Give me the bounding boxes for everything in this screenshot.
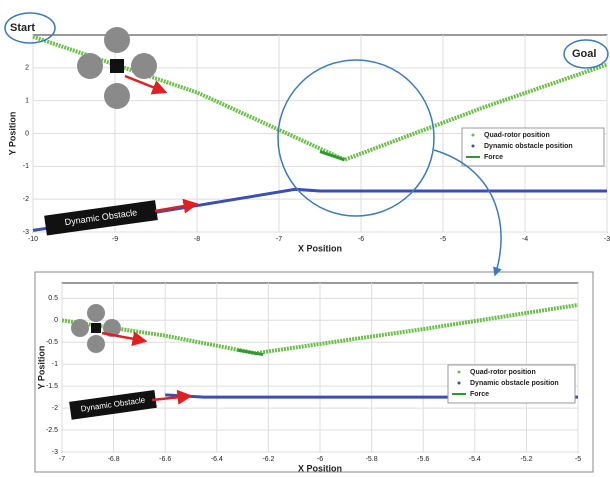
start-label: Start <box>10 22 35 34</box>
y-axis-label: Y Position <box>36 346 46 390</box>
x-tick-label: -6 <box>317 456 323 463</box>
x-axis-label: X Position <box>298 243 342 253</box>
y-tick-label: -3 <box>52 449 58 456</box>
legend-label: Force <box>484 154 503 161</box>
x-tick-label: -7 <box>276 236 282 243</box>
y-tick-label: 2 <box>25 65 29 72</box>
legend-label: Force <box>470 391 489 398</box>
x-tick-label: -5.8 <box>366 456 378 463</box>
x-tick-label: -5 <box>575 456 581 463</box>
y-tick-label: -2.5 <box>46 427 58 434</box>
y-tick-label: -2 <box>52 405 58 412</box>
x-tick-label: -5 <box>440 236 446 243</box>
y-tick-label: 0 <box>54 317 58 324</box>
y-tick-label: 1 <box>25 98 29 105</box>
legend-label: Dynamic obstacle position <box>470 380 559 387</box>
x-tick-label: -7 <box>59 456 65 463</box>
zoom-chart: -7 -6.8 -6.6 -6.4 -6.2 -6 -5.8 -5.6 -5.4 -5.2 -5 -3… <box>35 272 593 473</box>
x-tick-label: -5.4 <box>469 456 481 463</box>
y-tick-label: -2 <box>23 196 29 203</box>
x-tick-label: -6.2 <box>262 456 274 463</box>
x-tick-label: -6 <box>358 236 364 243</box>
x-tick-label: -6.8 <box>108 456 120 463</box>
x-tick-label: -9 <box>112 236 118 243</box>
y-tick-label: -1.5 <box>46 383 58 390</box>
x-axis-label: X Position <box>298 463 342 473</box>
y-tick-label: -0.5 <box>46 339 58 346</box>
legend-label: Quad-rotor position <box>470 369 536 376</box>
goal-label: Goal <box>572 48 596 60</box>
x-tick-label: -8 <box>194 236 200 243</box>
legend-swatch <box>458 371 461 374</box>
x-tick-label: -5.6 <box>417 456 429 463</box>
y-tick-label: 0 <box>25 130 29 137</box>
x-tick-label: -4 <box>522 236 528 243</box>
x-tick-label: -5.2 <box>520 456 532 463</box>
y-tick-label: -1 <box>23 163 29 170</box>
legend-swatch <box>458 382 461 385</box>
legend-swatch <box>472 145 475 148</box>
x-tick-label: -6.4 <box>211 456 223 463</box>
legend-swatch <box>472 134 475 137</box>
y-tick-label: -1 <box>52 361 58 368</box>
y-tick-label: -3 <box>23 229 29 236</box>
y-tick-label: 0.5 <box>48 295 58 302</box>
y-axis-label: Y Position <box>7 112 17 156</box>
figure: -10-9-8-7-6-5-4-3-3-2-1012X PositionY Po… <box>0 0 610 477</box>
x-tick-label: -3 <box>604 236 610 243</box>
x-tick-label: -10 <box>28 236 38 243</box>
x-tick-label: -6.6 <box>159 456 171 463</box>
legend-label: Dynamic obstacle position <box>484 143 573 150</box>
legend-label: Quad-rotor position <box>484 132 550 139</box>
